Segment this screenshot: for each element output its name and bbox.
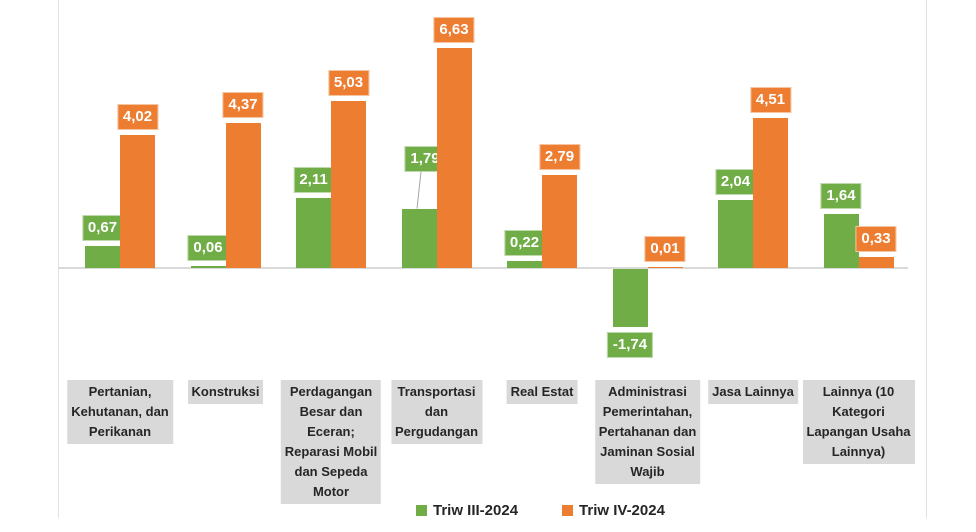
bar-triw-iii-cat8 [823,213,859,268]
data-label: 6,63 [433,16,475,43]
bar-triw-iii-cat2 [190,266,226,268]
data-label: 0,06 [187,235,229,261]
data-label: 2,04 [714,169,757,196]
bar-triw-iii-cat7 [718,200,753,268]
legend-color-swatch-icon [562,505,574,516]
bar-triw-iv-cat5 [542,175,577,268]
legend-item-triw-iii-2024: Triw III-2024 [416,502,518,519]
category-label-cat8: Lainnya (10 Kategori Lapangan Usaha Lain… [802,380,915,464]
category-label-cat1: Pertanian, Kehutanan, dan Perikanan [67,380,173,444]
bar-triw-iii-cat5 [507,260,542,268]
category-label-cat5: Real Estat [506,380,578,404]
data-label: 2,79 [538,144,581,171]
leader-line [416,171,422,209]
plot-left-border-line [58,0,59,518]
data-label: 1,64 [820,182,862,209]
legend-item-triw-iv-2024: Triw IV-2024 [562,502,665,519]
data-label: 4,37 [222,91,264,118]
bar-triw-iii-cat4 [401,208,437,268]
data-label: 0,33 [855,226,897,253]
x-axis-line [58,267,908,269]
bar-triw-iv-cat1 [120,134,155,268]
legend-color-swatch-icon [416,505,427,516]
category-label-cat7: Jasa Lainnya [708,380,798,404]
data-label: -1,74 [606,331,654,358]
bar-triw-iii-cat6 [612,269,648,327]
bar-triw-iv-cat2 [225,122,261,268]
category-label-cat2: Konstruksi [187,380,264,404]
data-label: 4,51 [749,87,792,114]
bar-triw-iv-cat4 [436,47,472,268]
legend-label: Triw III-2024 [433,502,519,519]
bar-triw-iv-cat7 [753,118,788,268]
bar-triw-iv-cat3 [331,101,366,268]
plot-right-border-line [926,0,927,518]
category-label-cat4: Transportasi dan Pergudangan [390,380,483,444]
category-label-cat3: Perdagangan Besar dan Eceran; Reparasi M… [280,380,382,504]
bar-triw-iii-cat3 [296,197,331,268]
data-label: 2,11 [293,166,334,193]
data-label: 4,02 [116,103,159,130]
data-label: 0,01 [644,236,686,262]
data-label: 5,03 [327,70,370,96]
data-label: 0,67 [81,214,124,241]
legend-label: Triw IV-2024 [579,502,665,519]
bar-triw-iv-cat8 [858,257,894,268]
bar-triw-iii-cat1 [85,245,120,268]
category-label-cat6: Administrasi Pemerintahan, Pertahanan da… [594,380,701,484]
data-label: 0,22 [503,229,546,256]
legend: Triw III-2024 Triw IV-2024 [416,502,665,519]
bar-triw-iv-cat6 [647,267,683,268]
